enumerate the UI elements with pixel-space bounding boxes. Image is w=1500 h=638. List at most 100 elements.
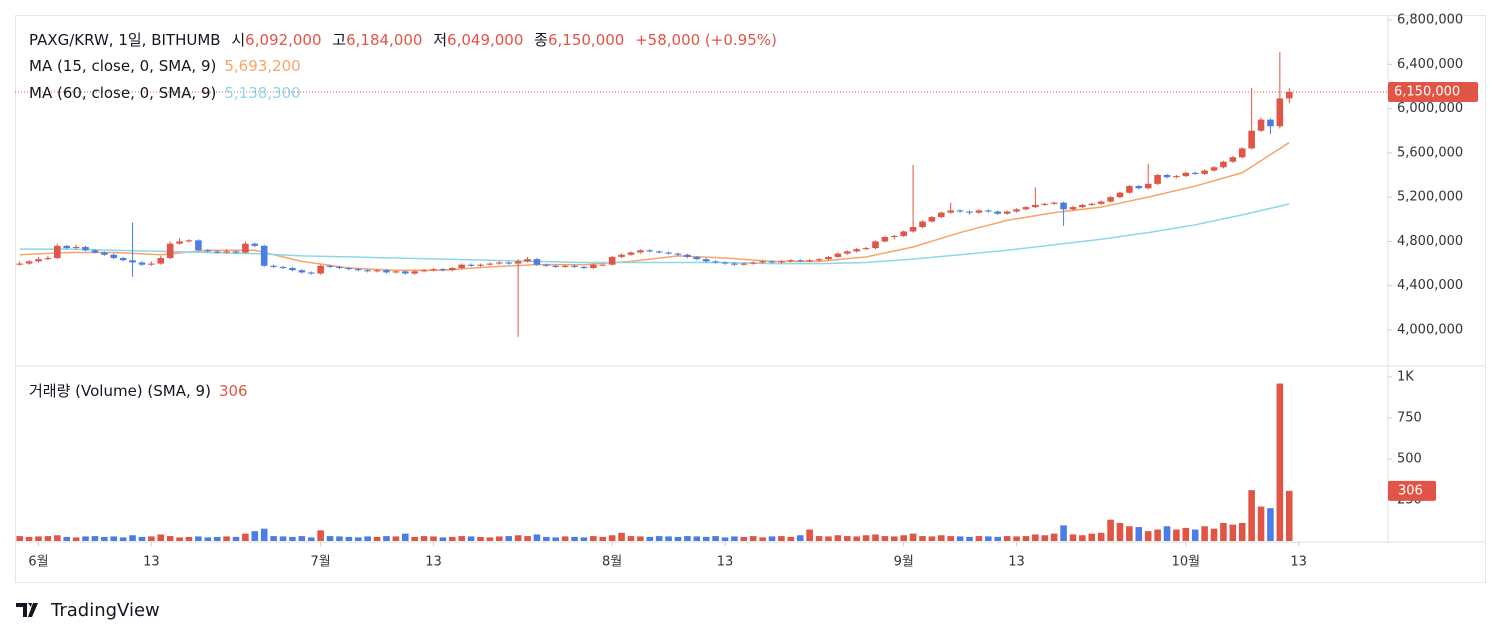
candle-body (439, 269, 447, 271)
candle-body (665, 252, 672, 254)
volume-value: 306 (219, 382, 248, 400)
volume-bar (919, 536, 926, 541)
candle-body (994, 211, 1002, 214)
volume-bar (561, 536, 569, 541)
candle-body (1285, 91, 1293, 99)
candle-body (1267, 119, 1274, 127)
volume-bar (176, 537, 183, 541)
volume-bar (1276, 383, 1284, 541)
volume-bar (721, 537, 729, 541)
volume-bar (307, 537, 315, 541)
volume-bar (1220, 522, 1227, 541)
volume-bar (54, 535, 61, 541)
candle-body (524, 259, 531, 262)
candle-body (35, 259, 42, 262)
candle-body (834, 253, 842, 257)
volume-bar (956, 536, 964, 541)
candle-body (110, 254, 118, 259)
candle-body (25, 261, 33, 264)
candle-body (467, 264, 475, 266)
candle-body (928, 217, 936, 222)
volume-bar (251, 531, 259, 541)
candle-body (909, 227, 917, 232)
candle-body (1032, 204, 1039, 208)
candle-body (637, 250, 644, 253)
volume-bar (430, 536, 437, 541)
ohlc-label: 종 (534, 31, 548, 49)
candle-body (1248, 130, 1255, 149)
candle-body (618, 254, 625, 257)
volume-bar (16, 536, 23, 541)
volume-bar (63, 536, 71, 541)
volume-bar (439, 537, 447, 541)
volume-bar (909, 533, 917, 541)
volume-bar (345, 536, 353, 541)
candle-body (571, 265, 578, 267)
x-tick-label: 13 (143, 555, 160, 570)
candle-body (383, 270, 390, 273)
x-tick-label: 13 (717, 555, 734, 570)
candle-body (1173, 176, 1180, 178)
volume-bar (740, 536, 748, 541)
volume-bar (1097, 532, 1105, 541)
volume-bar (731, 536, 738, 541)
brand: TradingView (50, 600, 160, 621)
candle-body (213, 251, 221, 253)
volume-bar (1210, 528, 1218, 541)
candle-body (796, 260, 804, 262)
candle-body (599, 264, 607, 266)
volume-bar (242, 533, 249, 541)
candle-body (731, 263, 738, 265)
candle-body (260, 245, 268, 266)
candle-body (354, 269, 362, 271)
volume-bar (994, 536, 1002, 541)
candle-body (806, 260, 813, 262)
symbol: PAXG/KRW, 1일, BITHUMB (29, 31, 221, 49)
volume-bar (1267, 508, 1274, 541)
candle-body (91, 250, 99, 253)
volume-bar (872, 534, 879, 541)
volume-bar (853, 536, 860, 541)
logo-mark (16, 603, 38, 617)
candle-body (590, 264, 597, 269)
ma-legend: MA (60, close, 0, SMA, 9) 5,138,300 (29, 84, 301, 102)
volume-bar (401, 533, 409, 541)
volume-bar (185, 536, 193, 541)
volume-bar (289, 536, 296, 541)
volume-bar (505, 536, 513, 541)
candle-body (693, 256, 701, 260)
volume-bar (975, 536, 983, 541)
candle-body (430, 269, 437, 271)
volume-bar (843, 536, 851, 541)
volume-bar (1238, 522, 1246, 541)
volume-bar (25, 536, 33, 541)
volume-bar (44, 536, 52, 541)
volume-bar (1257, 506, 1265, 541)
volume-bar (768, 536, 776, 541)
y-tick-label: 6,400,000 (1397, 57, 1463, 72)
candle-body (1013, 209, 1020, 212)
volume-bar (91, 536, 99, 541)
legend-name: MA (15, close, 0, SMA, 9) (29, 57, 216, 75)
candle-body (966, 211, 973, 213)
volume-bar (101, 536, 108, 541)
volume-bar (298, 536, 306, 541)
candle-body (1116, 192, 1124, 198)
volume-bar (1154, 529, 1161, 541)
candle-body (1257, 119, 1265, 131)
candle-body (778, 261, 785, 263)
candle-body (890, 235, 898, 238)
ma-legend: MA (15, close, 0, SMA, 9) 5,693,200 (29, 57, 301, 75)
volume-bar (383, 536, 390, 541)
last-price-box (1388, 81, 1478, 102)
x-tick-label: 13 (1290, 555, 1307, 570)
volume-bar (166, 536, 174, 541)
volume-bar (1173, 529, 1180, 541)
candle-body (900, 231, 907, 236)
volume-bar (543, 536, 550, 541)
candle-body (552, 265, 560, 267)
volume-bar (590, 536, 597, 541)
volume-bar (599, 536, 607, 541)
volume-bar (514, 535, 522, 541)
volume-bar (467, 536, 475, 541)
